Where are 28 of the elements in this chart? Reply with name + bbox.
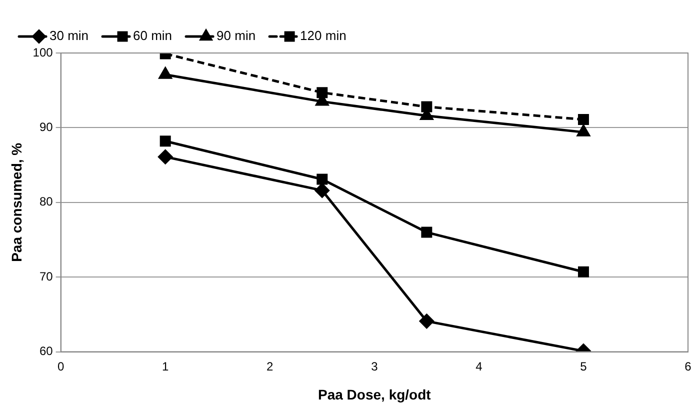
x-axis-title: Paa Dose, kg/odt xyxy=(318,386,432,402)
legend-label: 120 min xyxy=(300,28,346,44)
point xyxy=(577,124,590,136)
point xyxy=(316,174,328,185)
x-tick-label: 1 xyxy=(162,359,170,374)
point xyxy=(421,226,432,238)
y-tick-label: 90 xyxy=(39,120,54,134)
x-tick-label: 6 xyxy=(684,359,692,374)
legend-label: 60 min xyxy=(133,28,172,44)
point xyxy=(578,114,589,125)
point xyxy=(160,136,171,147)
point xyxy=(158,150,173,164)
point xyxy=(158,67,172,79)
point xyxy=(578,266,589,278)
y-tick-label: 80 xyxy=(39,194,54,209)
x-tick-label: 4 xyxy=(476,359,483,374)
y-tick-label: 100 xyxy=(32,45,54,60)
point xyxy=(419,314,434,328)
legend-label: 90 min xyxy=(216,28,256,44)
x-tick-label: 3 xyxy=(371,359,378,374)
point xyxy=(314,183,330,198)
y-tick-label: 70 xyxy=(39,269,54,284)
y-axis-title: Paa consumed, % xyxy=(8,142,24,262)
x-tick-label: 5 xyxy=(580,359,588,374)
legend-label: 30 min xyxy=(50,28,89,44)
x-tick-label: 0 xyxy=(57,359,64,374)
y-tick-label: 60 xyxy=(39,344,54,358)
x-tick-label: 2 xyxy=(266,359,274,374)
